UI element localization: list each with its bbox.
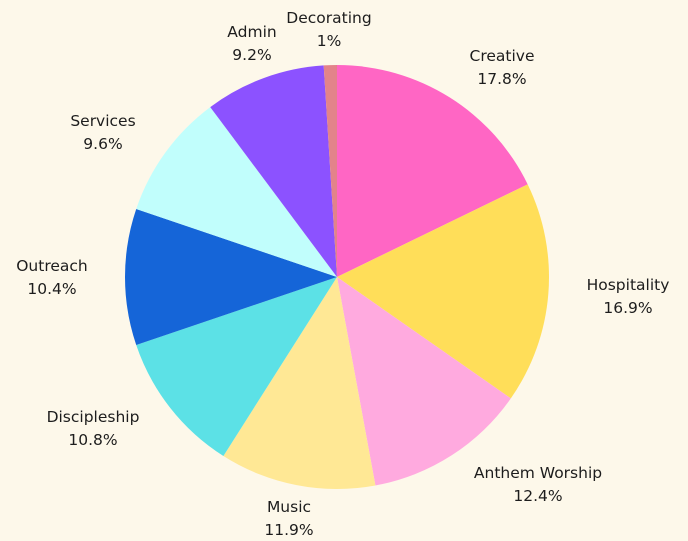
slice-percent-label: 9.2% — [232, 46, 271, 64]
slice-category-label: Music — [267, 498, 311, 516]
slice-percent-label: 9.6% — [83, 135, 122, 153]
slice-label: Music 11.9% — [264, 498, 313, 539]
pie-labels: Creative 17.8% Hospitality 16.9% Anthem Wors… — [16, 9, 669, 539]
slice-category-label: Discipleship — [47, 408, 140, 426]
pie-slice-music — [223, 277, 376, 490]
pie-slice-anthem-worship — [337, 277, 511, 486]
slice-label: Outreach 10.4% — [16, 257, 88, 298]
slice-category-label: Hospitality — [587, 276, 670, 294]
slice-label: Admin 9.2% — [227, 23, 276, 64]
slice-percent-label: 10.8% — [68, 431, 117, 449]
pie-slice-decorating — [323, 65, 337, 277]
slice-label: Services 9.6% — [70, 112, 135, 153]
slice-category-label: Outreach — [16, 257, 88, 275]
slice-label: Anthem Worship 12.4% — [474, 464, 602, 505]
slice-percent-label: 16.9% — [603, 299, 652, 317]
slice-category-label: Decorating — [286, 9, 371, 27]
slice-category-label: Anthem Worship — [474, 464, 602, 482]
pie-slices — [125, 65, 549, 490]
slice-label: Decorating 1% — [286, 9, 371, 50]
pie-slice-admin — [210, 65, 337, 277]
slice-percent-label: 17.8% — [477, 70, 526, 88]
slice-category-label: Services — [70, 112, 135, 130]
pie-slice-creative — [337, 65, 528, 277]
slice-percent-label: 1% — [317, 32, 342, 50]
slice-percent-label: 11.9% — [264, 521, 313, 539]
slice-label: Discipleship 10.8% — [47, 408, 140, 449]
slice-category-label: Admin — [227, 23, 276, 41]
slice-label: Hospitality 16.9% — [587, 276, 670, 317]
pie-slice-outreach — [125, 208, 337, 346]
slice-percent-label: 10.4% — [27, 280, 76, 298]
slice-percent-label: 12.4% — [513, 487, 562, 505]
slice-label: Creative 17.8% — [470, 47, 535, 88]
pie-slice-services — [136, 107, 337, 277]
slice-category-label: Creative — [470, 47, 535, 65]
pie-slice-hospitality — [337, 184, 549, 399]
pie-slice-discipleship — [136, 277, 337, 456]
